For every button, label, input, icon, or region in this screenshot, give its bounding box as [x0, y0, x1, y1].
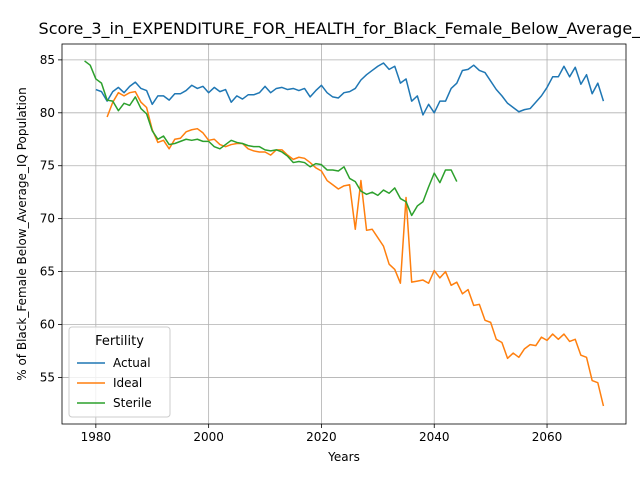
axis-ticks: 1980 2000 2020 2040 2060 55 60 65 70 75 80 85 — [40, 53, 563, 444]
legend: Fertility Actual Ideal Sterile — [68, 326, 171, 418]
x-tick-label: 2000 — [193, 430, 224, 444]
series-line-sterile — [84, 60, 458, 217]
y-axis-label: % of Black_Female Below_Average_IQ Popul… — [15, 87, 29, 381]
chart-title: Score_3_in_EXPENDITURE_FOR_HEALTH_for_Bl… — [39, 19, 640, 39]
y-tick-label: 85 — [40, 53, 55, 67]
y-tick-label: 80 — [40, 106, 55, 120]
y-tick-label: 65 — [40, 265, 55, 279]
x-axis-label: Years — [327, 450, 360, 464]
y-tick-label: 70 — [40, 212, 55, 226]
x-tick-label: 2060 — [532, 430, 563, 444]
y-tick-label: 75 — [40, 159, 55, 173]
series-lines — [84, 60, 605, 407]
legend-label-actual: Actual — [113, 356, 151, 370]
plot-area-frame — [61, 43, 627, 425]
x-tick-label: 2040 — [419, 430, 450, 444]
x-tick-label: 2020 — [306, 430, 337, 444]
y-tick-label: 60 — [40, 318, 55, 332]
legend-title: Fertility — [95, 334, 144, 349]
series-line-ideal — [106, 90, 605, 407]
legend-label-sterile: Sterile — [113, 396, 152, 410]
x-tick-label: 1980 — [81, 430, 112, 444]
legend-label-ideal: Ideal — [113, 376, 142, 390]
series-line-actual — [95, 62, 605, 116]
y-tick-label: 55 — [40, 370, 55, 384]
legend-box — [68, 326, 171, 418]
